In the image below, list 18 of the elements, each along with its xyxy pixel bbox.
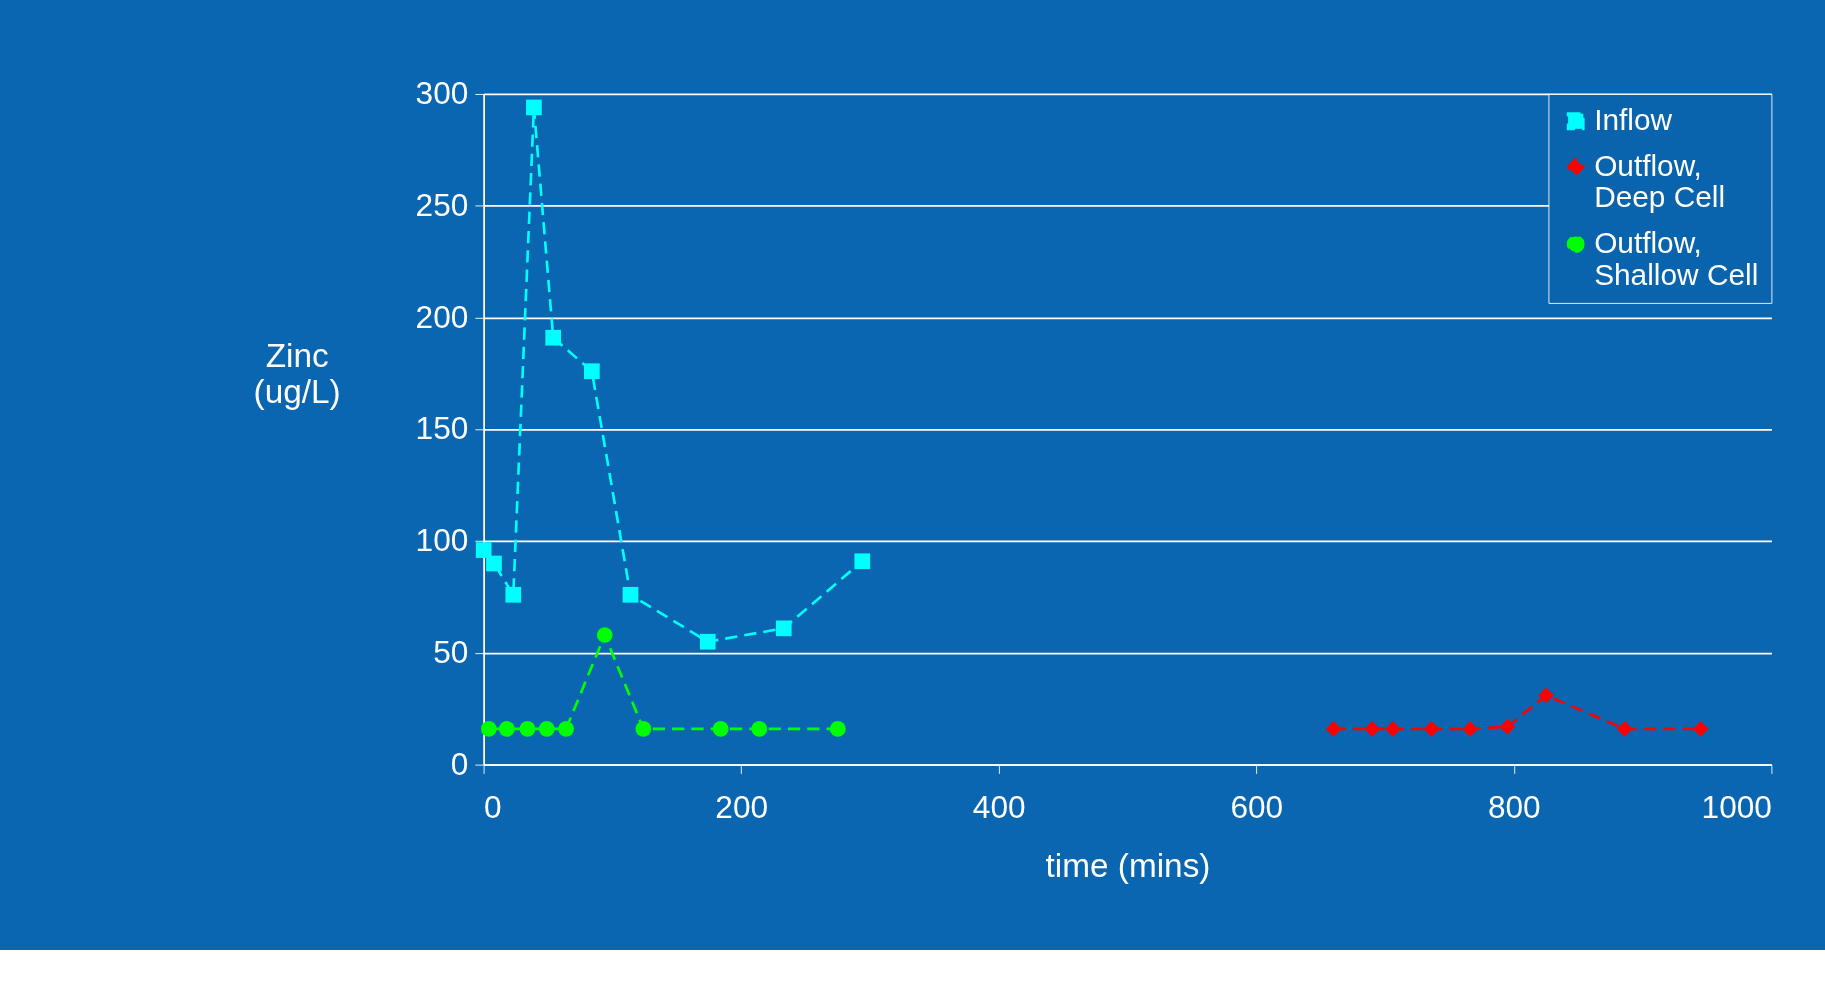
x-tick-label: 0 xyxy=(484,788,502,825)
x-axis-title: time (mins) xyxy=(1045,846,1211,884)
y-tick-label: 250 xyxy=(415,186,469,223)
y-tick-label: 200 xyxy=(415,298,469,335)
x-tick-label: 400 xyxy=(972,788,1026,825)
x-tick-label: 600 xyxy=(1230,788,1284,825)
legend-label: Outflow, Deep Cell xyxy=(1594,148,1726,214)
y-tick-label: 50 xyxy=(433,634,469,670)
y-tick-label: 100 xyxy=(415,522,469,559)
y-axis-title: Zinc (ug/L) xyxy=(253,337,341,410)
y-tick-label: 300 xyxy=(415,75,469,112)
x-tick-label: 200 xyxy=(715,788,769,825)
x-tick-label: 1000 xyxy=(1701,788,1772,825)
y-tick-label: 150 xyxy=(415,410,469,447)
y-tick-label: 0 xyxy=(450,745,469,782)
x-tick-label: 800 xyxy=(1487,788,1541,825)
legend-label: Outflow, Shallow Cell xyxy=(1594,225,1759,291)
legend-label: Inflow xyxy=(1594,103,1673,137)
